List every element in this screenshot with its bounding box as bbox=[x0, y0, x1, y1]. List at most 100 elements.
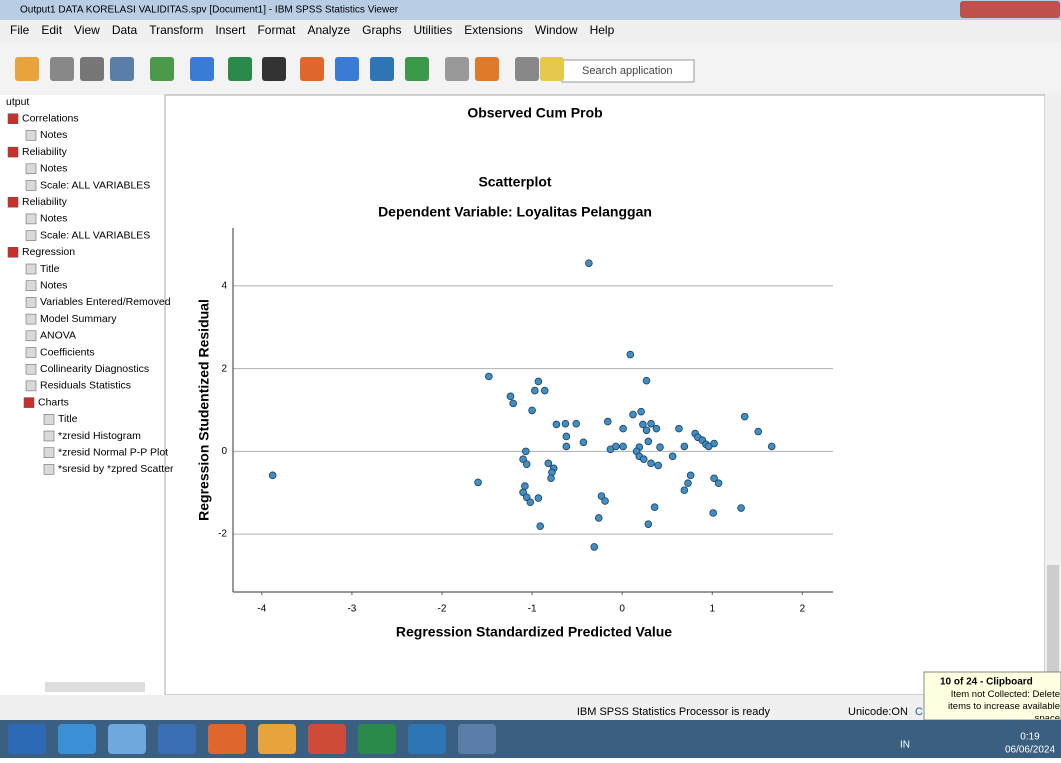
menu-item[interactable]: Data bbox=[112, 23, 138, 37]
point bbox=[653, 425, 660, 432]
menu-item[interactable]: Graphs bbox=[362, 23, 401, 37]
scroll-thumb[interactable] bbox=[1047, 565, 1059, 685]
point bbox=[548, 475, 555, 482]
tool-button[interactable] bbox=[190, 57, 214, 81]
point bbox=[580, 439, 587, 446]
y-tick-label: 0 bbox=[221, 446, 227, 457]
point bbox=[768, 443, 775, 450]
tool-button[interactable] bbox=[370, 57, 394, 81]
tool-button[interactable] bbox=[475, 57, 499, 81]
outline-item[interactable]: Reliability bbox=[22, 196, 68, 208]
point bbox=[640, 456, 647, 463]
point bbox=[681, 443, 688, 450]
outline-item[interactable]: *sresid by *zpred Scatter bbox=[58, 463, 174, 475]
taskbar-icon[interactable] bbox=[8, 724, 46, 754]
tool-button[interactable] bbox=[262, 57, 286, 81]
outline-item[interactable]: Collinearity Diagnostics bbox=[40, 363, 149, 375]
tool-button[interactable] bbox=[110, 57, 134, 81]
tool-button[interactable] bbox=[540, 57, 564, 81]
point bbox=[643, 377, 650, 384]
tool-button[interactable] bbox=[515, 57, 539, 81]
tool-button[interactable] bbox=[150, 57, 174, 81]
h-scroll[interactable] bbox=[45, 682, 145, 692]
menu-item[interactable]: Extensions bbox=[464, 23, 523, 37]
point bbox=[710, 510, 717, 517]
x-tick-label: -2 bbox=[438, 604, 447, 615]
tool-button[interactable] bbox=[445, 57, 469, 81]
tool-button[interactable] bbox=[50, 57, 74, 81]
point bbox=[507, 393, 514, 400]
outline-item[interactable]: Notes bbox=[40, 129, 67, 141]
taskbar-icon[interactable] bbox=[208, 724, 246, 754]
outline-item[interactable]: Notes bbox=[40, 213, 67, 225]
outline-item[interactable]: Scale: ALL VARIABLES bbox=[40, 179, 150, 191]
taskbar-icon[interactable] bbox=[358, 724, 396, 754]
status-message: IBM SPSS Statistics Processor is ready bbox=[577, 706, 771, 718]
tool-button[interactable] bbox=[335, 57, 359, 81]
tool-button[interactable] bbox=[300, 57, 324, 81]
outline-item[interactable]: Residuals Statistics bbox=[40, 380, 131, 392]
tool-button[interactable] bbox=[228, 57, 252, 81]
outline-item[interactable]: Charts bbox=[38, 396, 69, 408]
clipboard-title: 10 of 24 - Clipboard bbox=[940, 677, 1033, 688]
point bbox=[535, 378, 542, 385]
taskbar-icon[interactable] bbox=[108, 724, 146, 754]
outline-item[interactable]: Regression bbox=[22, 246, 75, 258]
taskbar-icon[interactable] bbox=[58, 724, 96, 754]
menu-item[interactable]: Edit bbox=[41, 23, 62, 37]
outline-item[interactable]: *zresid Normal P-P Plot bbox=[58, 446, 168, 458]
outline-item[interactable]: Correlations bbox=[22, 112, 79, 124]
outline-item[interactable]: Title bbox=[40, 263, 60, 275]
menu-item[interactable]: Insert bbox=[215, 23, 246, 37]
tool-button[interactable] bbox=[405, 57, 429, 81]
point bbox=[643, 427, 650, 434]
x-axis-label: Regression Standardized Predicted Value bbox=[396, 624, 672, 640]
outline-icon bbox=[26, 364, 36, 374]
menu-item[interactable]: Analyze bbox=[307, 23, 350, 37]
point bbox=[612, 443, 619, 450]
outline-icon bbox=[26, 297, 36, 307]
window-controls[interactable] bbox=[960, 1, 1060, 18]
point bbox=[651, 504, 658, 511]
taskbar-icon[interactable] bbox=[158, 724, 196, 754]
clipboard-message: Item not Collected: Delete items to incr… bbox=[926, 689, 1060, 719]
menu-item[interactable]: Window bbox=[535, 23, 578, 37]
outline-item[interactable]: Notes bbox=[40, 279, 67, 291]
screen: Output1 DATA KORELASI VALIDITAS.spv [Doc… bbox=[0, 0, 1061, 758]
point bbox=[269, 472, 276, 479]
outline-item[interactable]: Notes bbox=[40, 163, 67, 175]
menu-item[interactable]: Help bbox=[590, 23, 615, 37]
outline-item[interactable]: Coefficients bbox=[40, 346, 95, 358]
outline-item[interactable]: Title bbox=[58, 413, 78, 425]
point bbox=[563, 443, 570, 450]
outline-icon bbox=[8, 247, 18, 257]
outline-item[interactable]: Model Summary bbox=[40, 313, 117, 325]
point bbox=[522, 448, 529, 455]
outline-icon bbox=[26, 314, 36, 324]
menu-item[interactable]: Utilities bbox=[414, 23, 453, 37]
outline-icon bbox=[26, 181, 36, 191]
point bbox=[535, 495, 542, 502]
outline-icon bbox=[8, 147, 18, 157]
menu-item[interactable]: View bbox=[74, 23, 100, 37]
point bbox=[648, 420, 655, 427]
taskbar-date: 06/06/2024 bbox=[1005, 745, 1055, 756]
taskbar-icon[interactable] bbox=[258, 724, 296, 754]
outline-item[interactable]: *zresid Histogram bbox=[58, 430, 141, 442]
taskbar-icon[interactable] bbox=[458, 724, 496, 754]
outline-item[interactable]: Variables Entered/Removed bbox=[40, 296, 171, 308]
tool-button[interactable] bbox=[15, 57, 39, 81]
search-placeholder: Search application bbox=[582, 65, 673, 77]
outline-icon bbox=[26, 281, 36, 291]
point bbox=[630, 411, 637, 418]
outline-item[interactable]: Reliability bbox=[22, 146, 68, 158]
outline-item[interactable]: Scale: ALL VARIABLES bbox=[40, 229, 150, 241]
taskbar-icon[interactable] bbox=[308, 724, 346, 754]
menu-item[interactable]: Transform bbox=[149, 23, 203, 37]
menu-item[interactable]: File bbox=[10, 23, 30, 37]
menu-item[interactable]: Format bbox=[257, 23, 296, 37]
tool-button[interactable] bbox=[80, 57, 104, 81]
outline-item[interactable]: ANOVA bbox=[40, 330, 76, 342]
outline-icon bbox=[8, 114, 18, 124]
taskbar-icon[interactable] bbox=[408, 724, 446, 754]
